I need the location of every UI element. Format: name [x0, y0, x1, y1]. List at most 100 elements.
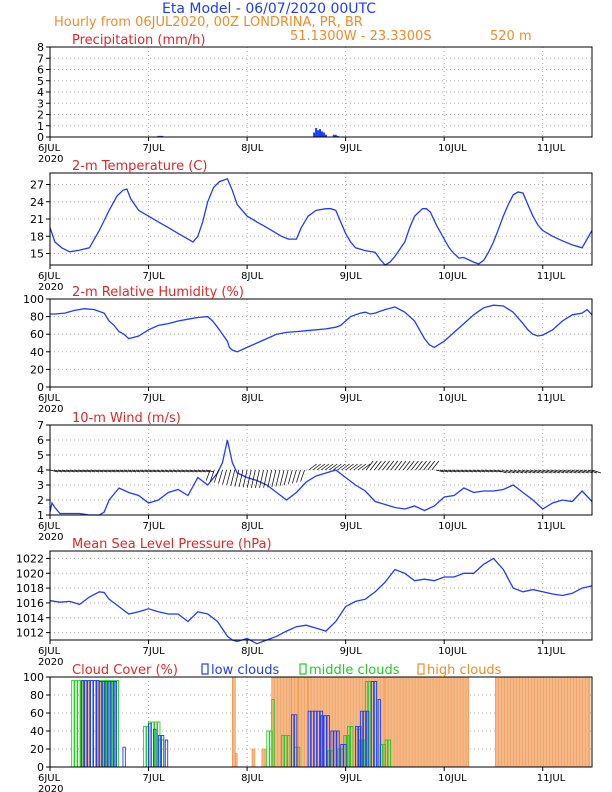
wind-arrow: [497, 469, 507, 474]
wind-arrow: [591, 469, 602, 474]
wind-ytick-label: 6: [37, 434, 44, 447]
wind-arrow: [312, 463, 321, 471]
wind-arrow: [329, 463, 338, 471]
wind-arrow: [448, 469, 457, 473]
wind-arrow: [431, 460, 440, 471]
cloud-xtick-label-8JUL: 8JUL: [241, 773, 264, 784]
legend-swatch-2: [417, 663, 425, 675]
precip-panel: [46, 46, 593, 141]
rh-title: 2-m Relative Humidity (%): [72, 285, 244, 300]
wind-arrow: [214, 469, 219, 483]
precip-bar: [161, 135, 164, 137]
wind-arrow: [292, 469, 297, 484]
precip-ytick-label: 1: [37, 120, 44, 133]
precip-bar: [319, 129, 322, 137]
station-coords: 51.1300W - 23.3300S: [290, 29, 432, 44]
wind-arrow: [513, 469, 524, 474]
wind-arrow: [365, 460, 374, 471]
wind-arrow: [49, 469, 59, 473]
cloud-ytick-label: 40: [30, 725, 44, 738]
precip-bar: [322, 132, 325, 137]
wind-arrow: [103, 469, 112, 473]
temp-ytick-label: 24: [30, 196, 44, 209]
wind-arrow: [439, 469, 449, 473]
wind-arrow: [472, 469, 482, 473]
wind-arrow: [287, 469, 293, 485]
wind-series-line: [49, 439, 593, 516]
wind-arrow: [99, 469, 108, 473]
mslp-ytick-label: 1020: [16, 567, 44, 580]
wind-arrow: [579, 469, 589, 474]
wind-arrow: [189, 469, 198, 473]
station-elevation: 520 m: [490, 29, 532, 44]
wind-arrow: [526, 469, 536, 474]
wind-arrow: [279, 469, 285, 486]
wind-arrow: [263, 469, 268, 488]
wind-arrow: [62, 469, 71, 473]
mslp-ytick-label: 1014: [16, 612, 44, 625]
rh-frame: [49, 298, 593, 388]
mslp-title: Mean Sea Level Pressure (hPa): [72, 537, 272, 552]
wind-arrow: [481, 469, 490, 473]
cloud-xtick-label-9JUL: 9JUL: [340, 773, 363, 784]
precip-ytick-label: 3: [37, 97, 44, 110]
precip-bar: [332, 134, 335, 137]
wind-arrow: [238, 469, 244, 488]
rh-xtick-label-6JUL: 6JUL: [38, 393, 61, 404]
mslp-xtick-label-9JUL: 9JUL: [340, 646, 363, 657]
wind-arrow: [333, 463, 342, 471]
wind-arrow: [575, 469, 585, 474]
wind-arrow: [530, 469, 540, 474]
cloud-ytick-label: 100: [23, 671, 44, 684]
wind-arrow: [402, 460, 411, 471]
wind-arrow: [349, 463, 358, 471]
wind-arrow: [107, 469, 116, 473]
wind-arrow: [197, 469, 206, 473]
temp-xtick-year: 2020: [38, 282, 63, 293]
wind-arrow: [193, 469, 202, 473]
wind-arrow: [111, 469, 120, 473]
wind-arrow: [361, 463, 371, 471]
mslp-series-line: [49, 557, 593, 645]
wind-arrow: [435, 469, 445, 473]
cloud-bar-low: [93, 680, 97, 768]
temp-panel: [46, 172, 593, 269]
wind-arrow: [419, 460, 427, 471]
temp-ytick-label: 15: [30, 248, 44, 261]
temp-ytick-label: 27: [30, 179, 44, 192]
wind-arrow: [464, 469, 473, 473]
wind-xtick-year: 2020: [38, 532, 63, 543]
temp-xtick-label-6JUL: 6JUL: [38, 271, 61, 282]
rh-panel: [46, 298, 593, 391]
wind-arrow: [119, 469, 128, 473]
wind-arrow: [205, 469, 211, 481]
wind-ytick-label: 1: [37, 509, 44, 522]
wind-arrow: [411, 460, 419, 471]
wind-arrow: [452, 469, 461, 473]
wind-arrow: [501, 469, 511, 474]
wind-arrow: [164, 469, 174, 473]
wind-arrow: [320, 463, 330, 471]
rh-xtick-label-10JUL: 10JUL: [438, 393, 467, 404]
wind-arrow: [74, 469, 83, 473]
wind-arrow: [148, 469, 157, 473]
wind-arrow: [156, 469, 165, 473]
mslp-ytick-label: 1012: [16, 627, 44, 640]
precip-xtick-label-10JUL: 10JUL: [438, 143, 467, 154]
mslp-xtick-label-10JUL: 10JUL: [438, 646, 467, 657]
temp-title: 2-m Temperature (C): [72, 159, 207, 174]
wind-arrow: [300, 469, 305, 482]
mslp-ytick-label: 1016: [16, 597, 44, 610]
temp-frame: [49, 172, 593, 266]
temp-ytick-label: 21: [30, 213, 44, 226]
wind-arrow: [489, 469, 498, 473]
cloud-bar-middle: [71, 680, 75, 768]
cloud-ytick-label: 0: [37, 761, 44, 774]
mslp-frame: [49, 550, 593, 641]
wind-arrow: [250, 469, 256, 489]
wind-arrow: [226, 469, 232, 486]
wind-arrow: [427, 460, 436, 471]
mslp-ytick-label: 1022: [16, 552, 44, 565]
cloud-title: Cloud Cover (%): [72, 663, 178, 678]
